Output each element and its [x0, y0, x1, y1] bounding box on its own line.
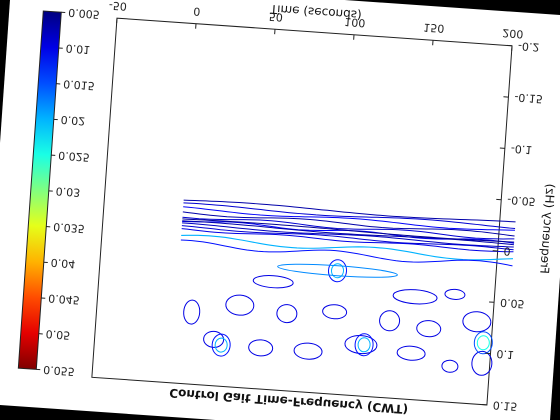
- colorbar-tick-label: 0.015: [63, 77, 95, 92]
- contour-ring: [476, 335, 490, 351]
- contour-ring: [252, 275, 294, 289]
- contour-ring: [392, 289, 438, 305]
- x-tick-label: -50: [108, 0, 127, 13]
- contour-set: [180, 199, 516, 376]
- contour-ring: [462, 311, 492, 333]
- contour-ring: [277, 263, 398, 278]
- contour-ring: [357, 337, 371, 353]
- contour-ring: [344, 334, 378, 355]
- contour-line: [181, 225, 514, 251]
- x-tick-label: 0: [193, 4, 201, 17]
- colorbar: 0.005 0.01 0.015 0.02 0.025 0.03 0.035 0.04 0.04…: [17, 6, 100, 378]
- y-tick-label: 0.15: [492, 398, 517, 413]
- y-tick-label: -0.15: [514, 91, 543, 106]
- contour-line: [182, 216, 515, 240]
- colorbar-tick-label: 0.05: [45, 327, 70, 342]
- x-axis-ticks: -50 0 50 100 150 200: [108, 0, 524, 51]
- contour-ring: [379, 310, 401, 332]
- contour-line: [180, 239, 513, 267]
- y-tick-label: 0.05: [500, 296, 525, 311]
- colorbar-tick-label: 0.035: [53, 220, 85, 235]
- colorbar-tick-label: 0.025: [58, 149, 90, 164]
- y-axis-label: Frequency (Hz): [537, 183, 557, 274]
- contour-ring: [473, 331, 493, 355]
- x-tick-label: 150: [423, 21, 445, 35]
- y-tick-label: -0.1: [510, 142, 532, 156]
- contour-line: [183, 206, 515, 231]
- contour-ring: [276, 304, 298, 324]
- contour-ring: [444, 288, 466, 300]
- contour-ring: [396, 345, 426, 361]
- contour-ring: [211, 333, 231, 357]
- x-axis-label: Time (seconds): [269, 2, 362, 22]
- y-tick-label: -0.2: [518, 39, 540, 53]
- y-tick-label: 0: [503, 244, 511, 257]
- contour-line: [183, 202, 516, 230]
- contour-ring: [225, 294, 255, 316]
- contour-ring: [214, 337, 228, 353]
- contour-ring: [327, 259, 348, 283]
- contour-line: [182, 218, 515, 243]
- contour-line: [183, 199, 516, 223]
- y-tick-label: -0.05: [507, 193, 536, 208]
- colorbar-tick-label: 0.02: [60, 113, 85, 128]
- colorbar-tick-label: 0.01: [65, 41, 90, 56]
- x-tick-label: 100: [344, 15, 366, 29]
- x-tick-label: 200: [502, 26, 524, 40]
- contour-ring: [293, 342, 323, 360]
- colorbar-tick-label: 0.03: [55, 184, 80, 199]
- y-axis-ticks: -0.2 -0.15 -0.1 -0.05 0 0.05 0.1 0.15: [481, 39, 543, 413]
- colorbar-tick-label: 0.04: [50, 256, 75, 271]
- y-tick-label: 0.1: [496, 347, 514, 361]
- contour-line: [181, 234, 513, 261]
- colorbar-tick-label: 0.045: [48, 291, 80, 306]
- contour-line: [182, 222, 514, 248]
- contour-ring: [203, 330, 225, 348]
- plot-frame: [91, 17, 513, 406]
- contour-ring: [471, 350, 493, 376]
- contour-ring: [330, 263, 345, 279]
- contour-ring: [354, 333, 374, 357]
- contour-ring: [248, 339, 274, 357]
- colorbar-tick-label: 0.055: [43, 363, 75, 378]
- contour-line: [182, 211, 515, 237]
- contour-ring: [183, 299, 201, 325]
- contour-line: [182, 220, 515, 246]
- contour-line: [181, 228, 514, 253]
- colorbar-tick-label: 0.005: [68, 6, 100, 21]
- contour-ring: [322, 304, 348, 320]
- contour-ring: [441, 359, 459, 373]
- contour-ring: [416, 320, 442, 338]
- x-tick-label: 50: [268, 10, 283, 24]
